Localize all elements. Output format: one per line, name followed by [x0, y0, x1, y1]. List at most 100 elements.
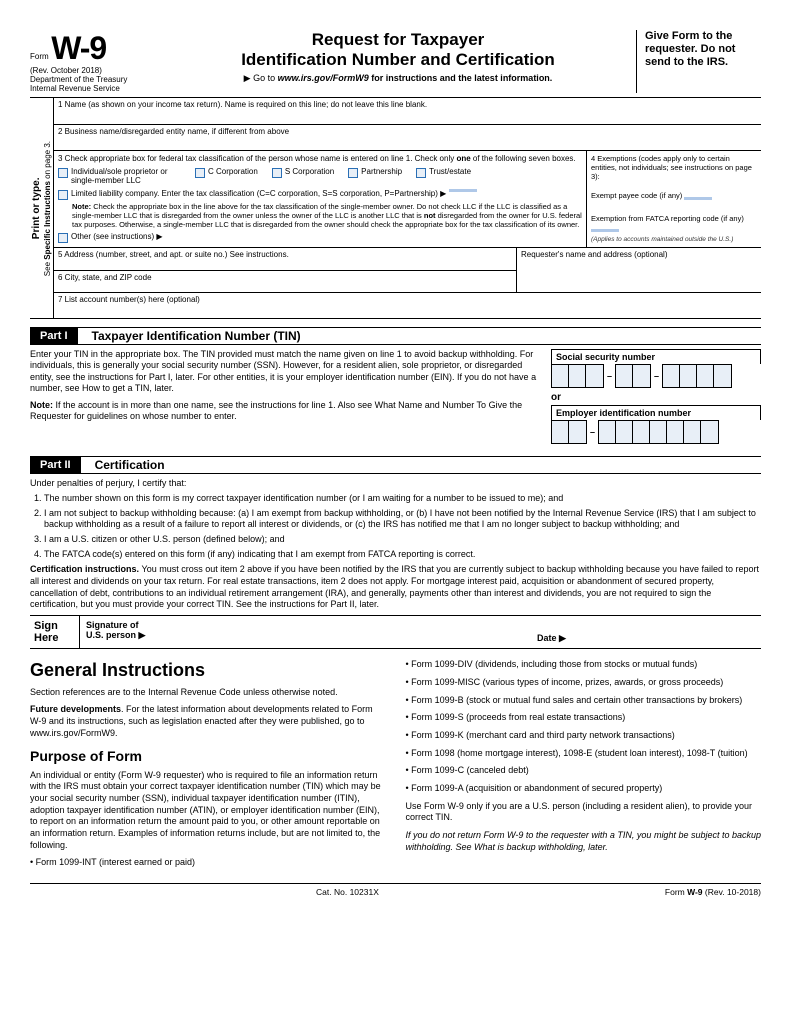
main-cells: 1 Name (as shown on your income tax retu… — [54, 98, 761, 318]
cbx-scorp-label: S Corporation — [285, 167, 334, 176]
checkbox-icon — [58, 190, 68, 200]
cbx-ccorp-label: C Corporation — [208, 167, 258, 176]
r-p1: Use Form W-9 only if you are a U.S. pers… — [406, 801, 762, 824]
line-6[interactable]: 6 City, state, and ZIP code — [54, 270, 516, 292]
cbx-ind-label: Individual/sole proprietor or single-mem… — [71, 167, 181, 185]
line-1[interactable]: 1 Name (as shown on your income tax retu… — [54, 98, 761, 124]
page-footer: Cat. No. 10231X Form W-9 (Rev. 10-2018) — [30, 883, 761, 897]
instr-right: • Form 1099-DIV (dividends, including th… — [406, 659, 762, 875]
footer-rb: W-9 — [687, 887, 702, 897]
l4-payee: Exempt payee code (if any) — [591, 191, 682, 200]
ein-label: Employer identification number — [551, 405, 761, 420]
cert-4: The FATCA code(s) entered on this form (… — [44, 549, 761, 561]
cbx-other-label: Other (see instructions) ▶ — [71, 232, 163, 241]
llc-note: Note: Check the appropriate box in the l… — [58, 202, 582, 229]
form-label: Form — [30, 52, 49, 61]
checkbox-scorp[interactable]: S Corporation — [272, 167, 334, 178]
line-5-6-wrap: 5 Address (number, street, and apt. or s… — [54, 247, 761, 292]
bullet-r5: • Form 1099-K (merchant card and third p… — [406, 730, 762, 742]
cert-3: I am a U.S. citizen or other U.S. person… — [44, 534, 761, 546]
line-2[interactable]: 2 Business name/disregarded entity name,… — [54, 124, 761, 150]
instructions: General Instructions Section references … — [30, 649, 761, 875]
bullet-r3: • Form 1099-B (stock or mutual fund sale… — [406, 695, 762, 707]
part1-title: Taxpayer Identification Number (TIN) — [78, 329, 301, 343]
rail-main: Print or type. — [31, 177, 42, 239]
cert-lead: Under penalties of perjury, I certify th… — [30, 478, 761, 490]
checkbox-trust[interactable]: Trust/estate — [416, 167, 471, 178]
instr-left: General Instructions Section references … — [30, 659, 386, 875]
l4-head: 4 Exemptions (codes apply only to certai… — [591, 154, 757, 181]
line-7[interactable]: 7 List account number(s) here (optional) — [54, 292, 761, 318]
form-title: Request for Taxpayer Identification Numb… — [166, 30, 630, 69]
footer-center: Cat. No. 10231X — [316, 887, 379, 897]
note-b: Note: — [72, 202, 93, 211]
tin-body: Enter your TIN in the appropriate box. T… — [30, 349, 541, 394]
dept: Department of the Treasury Internal Reve… — [30, 76, 154, 94]
form-header: Form W-9 (Rev. October 2018) Department … — [30, 30, 761, 98]
l4-fatca: Exemption from FATCA reporting code (if … — [591, 214, 744, 223]
fatca-blank[interactable] — [591, 229, 619, 232]
checkbox-icon — [416, 168, 426, 178]
link-prefix: ▶ Go to — [244, 73, 278, 83]
checkbox-icon — [348, 168, 358, 178]
tin-note: If the account is in more than one name,… — [30, 400, 522, 421]
cbx-part-label: Partnership — [361, 167, 402, 176]
llc-blank[interactable] — [449, 189, 477, 192]
checkbox-icon — [195, 168, 205, 178]
cbx-llc-label: Limited liability company. Enter the tax… — [71, 189, 446, 198]
signature-field[interactable]: Signature of U.S. person ▶ — [80, 616, 531, 648]
requester-box[interactable]: Requester's name and address (optional) — [516, 248, 761, 292]
payee-blank[interactable] — [684, 197, 712, 200]
part2-title: Certification — [81, 458, 165, 472]
line-4: 4 Exemptions (codes apply only to certai… — [586, 151, 761, 247]
cert-body: Under penalties of perjury, I certify th… — [30, 474, 761, 615]
footer-right: Form W-9 (Rev. 10-2018) — [665, 887, 761, 897]
line-5[interactable]: 5 Address (number, street, and apt. or s… — [54, 248, 516, 270]
bullet-r7: • Form 1099-C (canceled debt) — [406, 765, 762, 777]
checkbox-icon — [58, 233, 68, 243]
checkbox-icon — [272, 168, 282, 178]
rail-text: Print or type. See Specific Instructions… — [29, 137, 55, 280]
part1-bar: Part I Taxpayer Identification Number (T… — [30, 327, 761, 345]
l3-lead: 3 Check appropriate box for federal tax … — [58, 154, 456, 163]
tin-note-b: Note: — [30, 400, 56, 410]
bullet-r1: • Form 1099-DIV (dividends, including th… — [406, 659, 762, 671]
footer-rc: (Rev. 10-2018) — [703, 887, 761, 897]
part2-pill: Part II — [30, 457, 81, 473]
tin-area: Enter your TIN in the appropriate box. T… — [30, 345, 761, 448]
cert-1: The number shown on this form is my corr… — [44, 493, 761, 505]
checkbox-individual[interactable]: Individual/sole proprietor or single-mem… — [58, 167, 181, 185]
bullet-r6: • Form 1098 (home mortgage interest), 10… — [406, 748, 762, 760]
date-field[interactable]: Date ▶ — [531, 629, 761, 648]
checkbox-other[interactable]: Other (see instructions) ▶ — [58, 232, 582, 243]
ein-input[interactable]: – — [551, 420, 761, 444]
sign-row: Sign Here Signature of U.S. person ▶ Dat… — [30, 615, 761, 649]
checkbox-partnership[interactable]: Partnership — [348, 167, 402, 178]
ssn-input[interactable]: – – — [551, 364, 761, 388]
cert-2: I am not subject to backup withholding b… — [44, 508, 761, 531]
rail-sub: See Specific Instructions on page 3. — [43, 141, 52, 276]
checkbox-llc[interactable]: Limited liability company. Enter the tax… — [58, 189, 582, 200]
bullet-r2: • Form 1099-MISC (various types of incom… — [406, 677, 762, 689]
form-body: Print or type. See Specific Instructions… — [30, 98, 761, 319]
l3-one: one — [456, 154, 470, 163]
header-left: Form W-9 (Rev. October 2018) Department … — [30, 30, 160, 93]
l4-foot: (Applies to accounts maintained outside … — [591, 236, 757, 244]
gi-p1: Section references are to the Internal R… — [30, 687, 386, 699]
tin-boxes: Social security number – – or Employer i… — [551, 349, 761, 444]
bullet-l1: • Form 1099-INT (interest earned or paid… — [30, 857, 386, 869]
l3-tail: of the following seven boxes. — [471, 154, 576, 163]
bullet-r8: • Form 1099-A (acquisition or abandonmen… — [406, 783, 762, 795]
form-code: W-9 — [51, 30, 106, 66]
r-p2: If you do not return Form W-9 to the req… — [406, 830, 762, 852]
gi-heading: General Instructions — [30, 659, 386, 682]
checkbox-ccorp[interactable]: C Corporation — [195, 167, 258, 178]
bullet-r4: • Form 1099-S (proceeds from real estate… — [406, 712, 762, 724]
or-text: or — [551, 392, 761, 403]
tin-text: Enter your TIN in the appropriate box. T… — [30, 349, 541, 444]
note-not: not — [424, 211, 436, 220]
sign-here: Sign Here — [30, 616, 80, 648]
checkbox-icon — [58, 168, 68, 178]
side-rail: Print or type. See Specific Instructions… — [30, 98, 54, 318]
header-right: Give Form to the requester. Do not send … — [636, 30, 761, 93]
